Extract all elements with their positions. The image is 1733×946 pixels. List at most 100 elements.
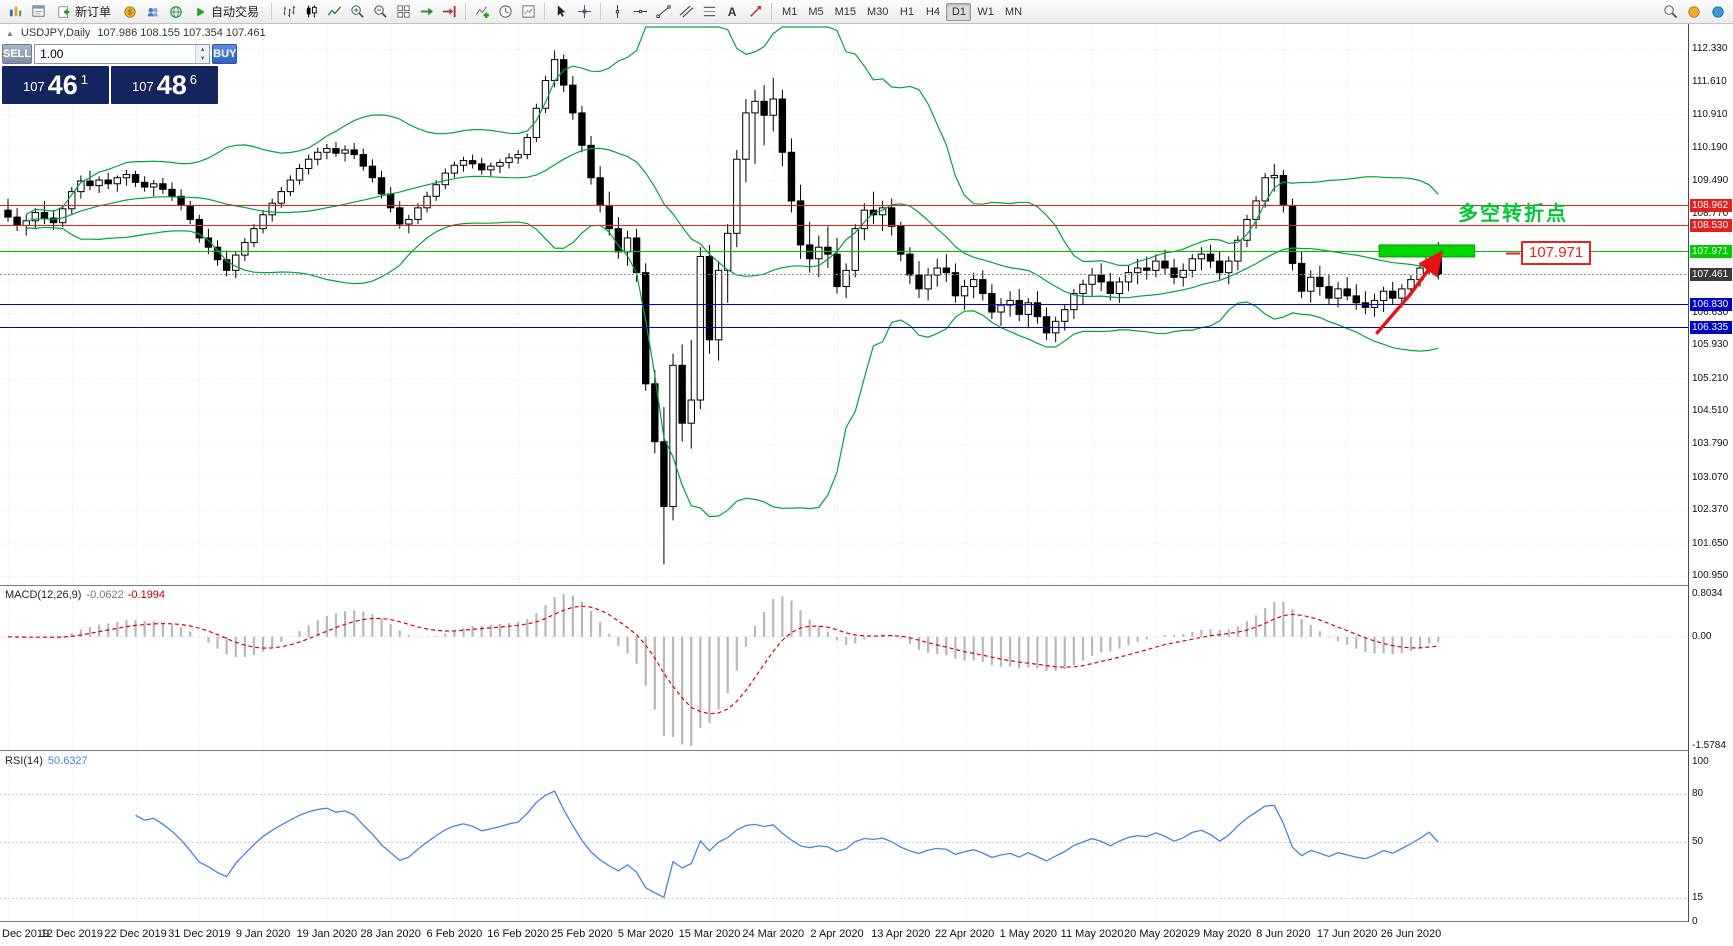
community-icon[interactable] [142,2,164,22]
time-label: 17 Jun 2020 [1316,928,1378,940]
zoom-in-icon[interactable] [346,2,368,22]
price-scale-label: 103.790 [1692,438,1729,450]
sell-button[interactable]: SELL [2,44,33,64]
time-label: 20 May 2020 [1124,928,1188,940]
time-label: 12 Dec 2019 [40,928,103,940]
lot-decrease-button[interactable]: ▼ [196,54,210,63]
bar-chart-icon[interactable] [277,2,299,22]
timeframe-m1-button[interactable]: M1 [782,5,798,18]
buy-button[interactable]: BUY [212,44,238,64]
symbol-title: USDJPY,Daily [20,27,91,39]
sell-price-pips: 46 [47,70,78,100]
templates-icon[interactable] [517,2,539,22]
one-click-toggle[interactable]: ▲ [6,28,14,38]
lot-size-input[interactable] [35,45,196,63]
rsi-scale-label: 0 [1692,916,1698,927]
timeframe-m15-button[interactable]: M15 [834,5,856,18]
crosshair-icon[interactable] [573,2,595,22]
price-scale[interactable]: 112.330 111.610 110.910 110.190 109.490 108.7… [1688,24,1733,927]
indicators-icon[interactable] [471,2,493,22]
candlestick-chart-icon[interactable] [300,2,322,22]
price-badge: 107.461 [1690,268,1732,282]
time-label: 16 Feb 2020 [487,928,550,940]
time-label: 28 Jan 2020 [360,928,421,940]
chart-shift-icon[interactable] [438,2,460,22]
text-tool-icon[interactable]: A [727,4,737,19]
timeframe-m5-button[interactable]: M5 [808,5,824,18]
time-label: Dec 2019 [2,928,50,940]
alerts-icon[interactable] [1683,2,1705,22]
main-toolbar: 新订单 $ 自动交易 [0,0,1733,24]
price-scale-label: 111.610 [1692,76,1727,88]
periods-icon[interactable] [494,2,516,22]
time-label: 15 Mar 2020 [678,928,741,940]
price-scale-label: 110.190 [1692,142,1728,154]
time-label: 26 Jun 2020 [1380,928,1442,940]
price-scale-label: 105.930 [1692,339,1729,351]
toolbar-separator [465,3,467,20]
line-chart-icon[interactable] [323,2,345,22]
chat-icon[interactable] [1707,2,1729,22]
auto-scroll-icon[interactable] [415,2,437,22]
time-label: 19 Jan 2020 [296,928,358,940]
time-label: 5 Mar 2020 [617,928,674,940]
timeframe-mn-button[interactable]: MN [1004,5,1023,18]
search-icon[interactable] [1659,2,1681,22]
rsi-scale-label: 100 [1692,756,1709,767]
zoom-out-icon[interactable] [369,2,391,22]
rsi-scale-label: 50 [1692,836,1704,847]
grid-layer [0,24,1688,921]
macd-signal-line [7,605,1439,715]
macd-signal-value: -0.1994 [127,589,166,601]
highlight-rect[interactable] [1378,244,1476,258]
one-click-trading-panel: SELL ▲ ▼ BUY 107 46 1 107 48 6 [2,44,238,104]
sell-price-box[interactable]: 107 46 1 [2,66,109,104]
turning-point-annotation[interactable]: 多空转折点 [1458,203,1568,225]
buy-price-box[interactable]: 107 48 6 [111,66,218,104]
macd-scale-label: -1.5784 [1692,740,1726,751]
timeframe-w1-button[interactable]: W1 [977,5,994,18]
timeframe-h4-button[interactable]: H4 [925,5,940,18]
price-scale-label: 109.490 [1692,174,1729,186]
price-scale-label: 108.770 [1692,207,1729,219]
time-label: 8 Jun 2020 [1256,928,1311,940]
time-label: 13 Apr 2020 [871,928,931,940]
deposit-icon[interactable]: $ [119,2,141,22]
price-scale-label: 103.070 [1692,471,1729,483]
trend-arrow[interactable] [1375,250,1444,335]
vertical-line-tool-icon[interactable] [606,2,628,22]
rsi-scale-label: 15 [1692,892,1704,903]
price-scale-label: 100.950 [1692,570,1729,581]
time-label: 2 Apr 2020 [810,928,864,940]
horizontal-line-tool-icon[interactable] [629,2,651,22]
cursor-icon[interactable] [550,2,572,22]
time-axis[interactable]: Dec 2019 12 Dec 2019 22 Dec 2019 31 Dec 201… [0,922,1688,946]
sell-price-big-figure: 107 [23,79,45,94]
channel-tool-icon[interactable] [675,2,697,22]
bollinger-upper-band [25,26,1439,266]
tile-windows-icon[interactable] [392,2,414,22]
new-order-button[interactable]: 新订单 [50,2,118,22]
price-scale-label: 106.630 [1692,306,1729,318]
timeframe-h1-button[interactable]: H1 [899,5,914,18]
profiles-icon[interactable] [27,2,49,22]
symbol-info-line: ▲ USDJPY,Daily 107.986 108.155 107.354 1… [6,27,266,39]
price-scale-label: 104.510 [1692,405,1729,417]
time-label: 11 May 2020 [1060,928,1124,940]
web-terminal-icon[interactable] [165,2,187,22]
lot-increase-button[interactable]: ▲ [196,45,210,54]
new-chart-icon[interactable] [4,2,26,22]
price-callout-label[interactable]: 107.971 [1521,241,1592,265]
price-badge: 107.971 [1690,244,1732,258]
fibonacci-tool-icon[interactable] [698,2,720,22]
rsi-indicator-label: RSI(14) 50.6327 [5,755,88,767]
timeframe-d1-button[interactable]: D1 [946,2,972,21]
macd-histogram [16,594,1440,746]
trendline-tool-icon[interactable] [652,2,674,22]
buy-price-pips: 48 [156,70,187,100]
auto-trading-button[interactable]: 自动交易 [188,2,266,22]
rsi-line [135,790,1439,899]
arrows-tool-icon[interactable] [744,2,766,22]
timeframe-m30-button[interactable]: M30 [867,5,889,18]
